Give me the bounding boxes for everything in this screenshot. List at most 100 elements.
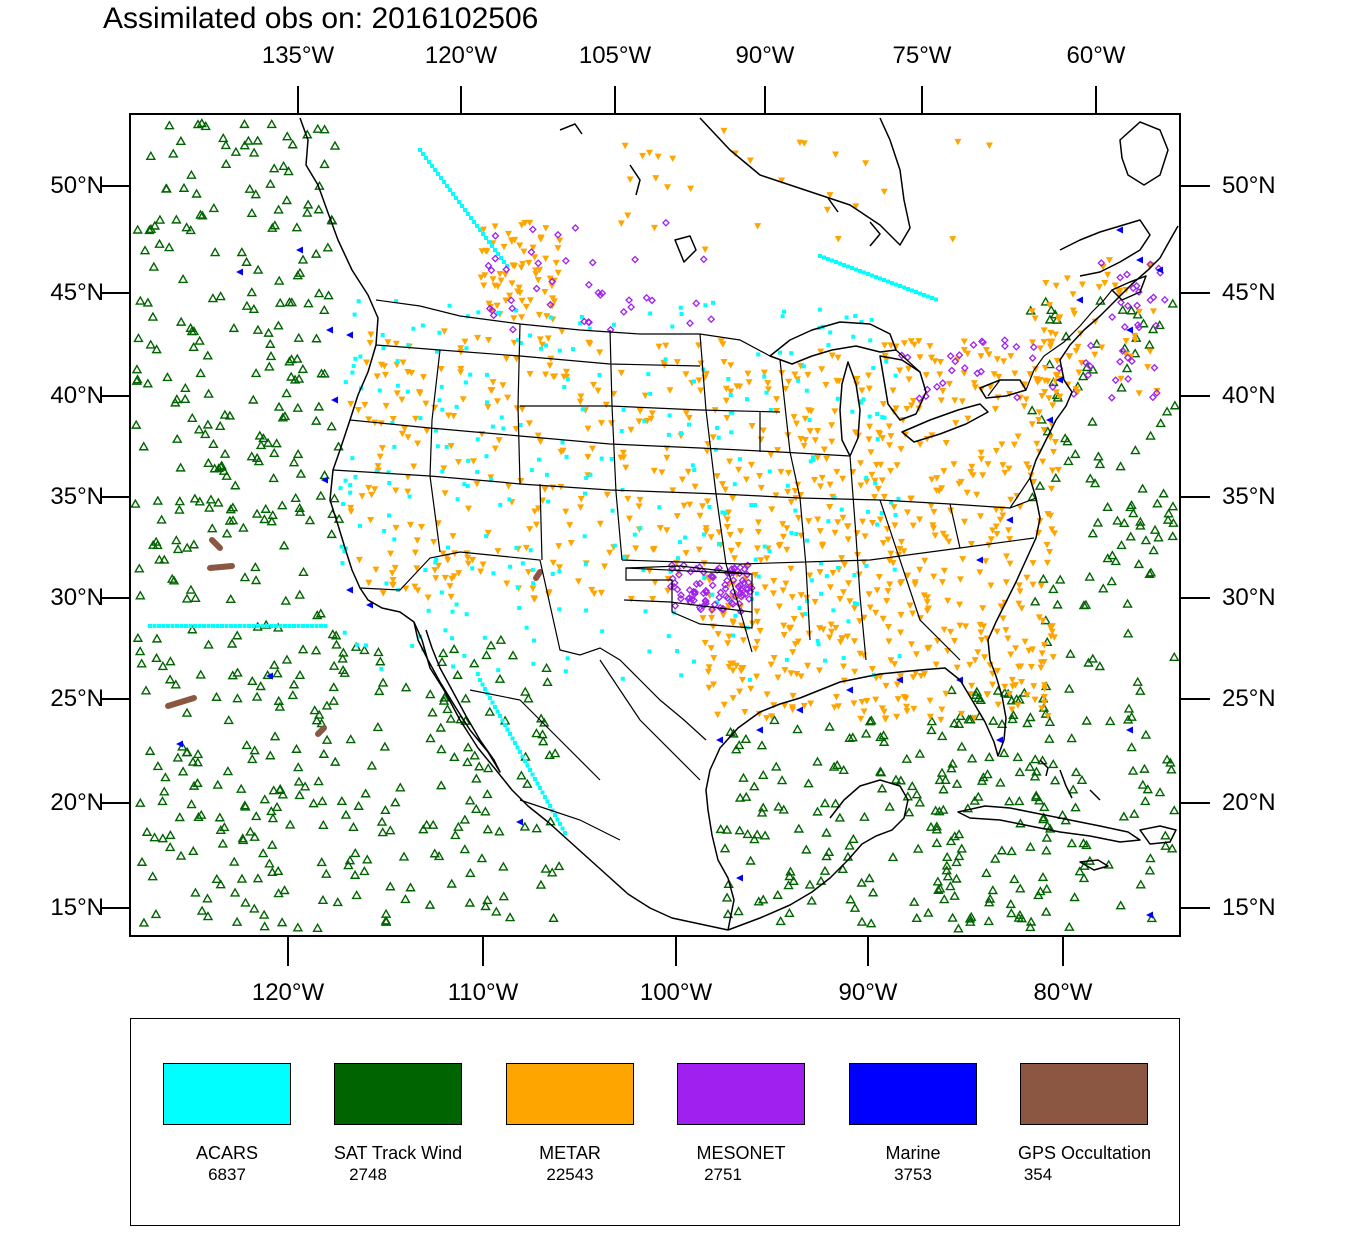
acars-marker [170,624,175,628]
sat-track-wind-marker [741,791,752,801]
acars-marker [720,510,725,515]
bottom-lon-label-90w: 90°W [838,979,898,1006]
metar-marker [976,569,984,576]
metar-marker [861,533,869,540]
sat-track-wind-marker [258,909,270,919]
metar-marker [701,639,709,647]
sat-track-wind-marker [1137,483,1148,493]
sat-track-wind-marker [272,668,283,678]
sat-track-wind-marker [421,819,432,829]
acars-marker [152,624,157,628]
metar-marker [376,453,384,461]
metar-marker [790,615,798,623]
acars-marker [508,732,512,736]
acars-marker [502,260,506,264]
metar-marker [806,572,814,579]
sat-track-wind-marker [1005,898,1016,909]
metar-marker [1075,369,1083,377]
sat-track-wind-marker [1081,840,1092,850]
acars-marker [292,624,296,628]
acars-marker [405,389,410,394]
sat-track-wind-marker [175,135,187,146]
sat-track-wind-marker [254,430,265,440]
sat-track-wind-marker [1024,761,1036,771]
sat-track-wind-marker [238,522,249,532]
right-lat-label-50n: 50°N [1222,172,1276,199]
metar-marker [868,471,876,479]
metar-marker [909,522,917,530]
metar-marker [441,574,449,582]
acars-marker [301,624,305,628]
metar-marker [800,442,808,450]
metar-marker [474,334,482,342]
sat-track-wind-marker [272,865,284,876]
metar-marker [624,212,632,220]
sat-track-wind-marker [1066,838,1078,848]
sat-track-wind-marker [268,785,279,795]
mesonet-marker [676,594,685,603]
sat-track-wind-marker [947,912,958,922]
acars-marker [543,343,548,348]
sat-track-wind-marker [821,827,832,837]
metar-marker [1034,379,1042,386]
metar-marker [797,592,805,599]
sat-track-wind-marker [1115,461,1126,471]
metar-marker [791,371,799,379]
sat-track-wind-marker [400,894,411,904]
acars-marker [648,311,653,316]
metar-marker [883,598,891,605]
mesonet-marker [1127,357,1136,366]
acars-marker [507,497,512,502]
metar-marker [720,701,728,709]
acars-marker [839,507,844,512]
sat-track-wind-marker [228,322,240,333]
sat-track-wind-marker [941,865,952,875]
sat-track-wind-marker [273,695,284,705]
acars-marker [892,567,897,572]
metar-marker [928,354,936,362]
sat-track-wind-marker [925,821,937,831]
metar-marker [882,682,890,690]
acars-marker [447,303,452,308]
metar-marker [722,397,730,405]
mesonet-marker [723,576,731,585]
metar-marker [826,192,834,199]
metar-marker [710,655,718,662]
sat-track-wind-marker [269,731,281,741]
metar-marker [1005,527,1013,534]
acars-marker [882,415,887,420]
sat-track-wind-marker [438,648,449,658]
metar-marker [1074,343,1082,351]
mesonet-marker [687,595,696,604]
sat-track-wind-marker [196,118,208,128]
sat-track-wind-marker [219,822,230,832]
metar-marker [594,387,602,395]
metar-marker [778,177,786,184]
mesonet-marker [692,299,701,308]
sat-track-wind-marker [1064,921,1075,931]
sat-track-wind-marker [130,419,142,429]
metar-marker [909,397,917,405]
metar-marker [876,431,884,438]
metar-marker [510,339,518,347]
sat-track-wind-marker [317,796,328,806]
metar-marker [742,476,750,483]
acars-marker [767,549,772,554]
legend-count-metar: 22543 [546,1165,594,1184]
sat-track-wind-marker [1091,338,1102,348]
sat-track-wind-marker [878,736,890,746]
sat-track-wind-marker [236,783,247,793]
metar-marker [1040,327,1048,334]
metar-marker [1017,663,1025,670]
sat-track-wind-marker [983,916,994,926]
metar-marker [536,266,544,274]
sat-track-wind-marker [1093,451,1104,461]
metar-marker [522,303,530,311]
sat-track-wind-marker [1044,716,1056,727]
metar-marker [388,581,396,589]
metar-marker [1012,645,1020,652]
acars-marker [809,578,814,583]
acars-marker [545,799,550,804]
acars-marker [782,309,787,314]
